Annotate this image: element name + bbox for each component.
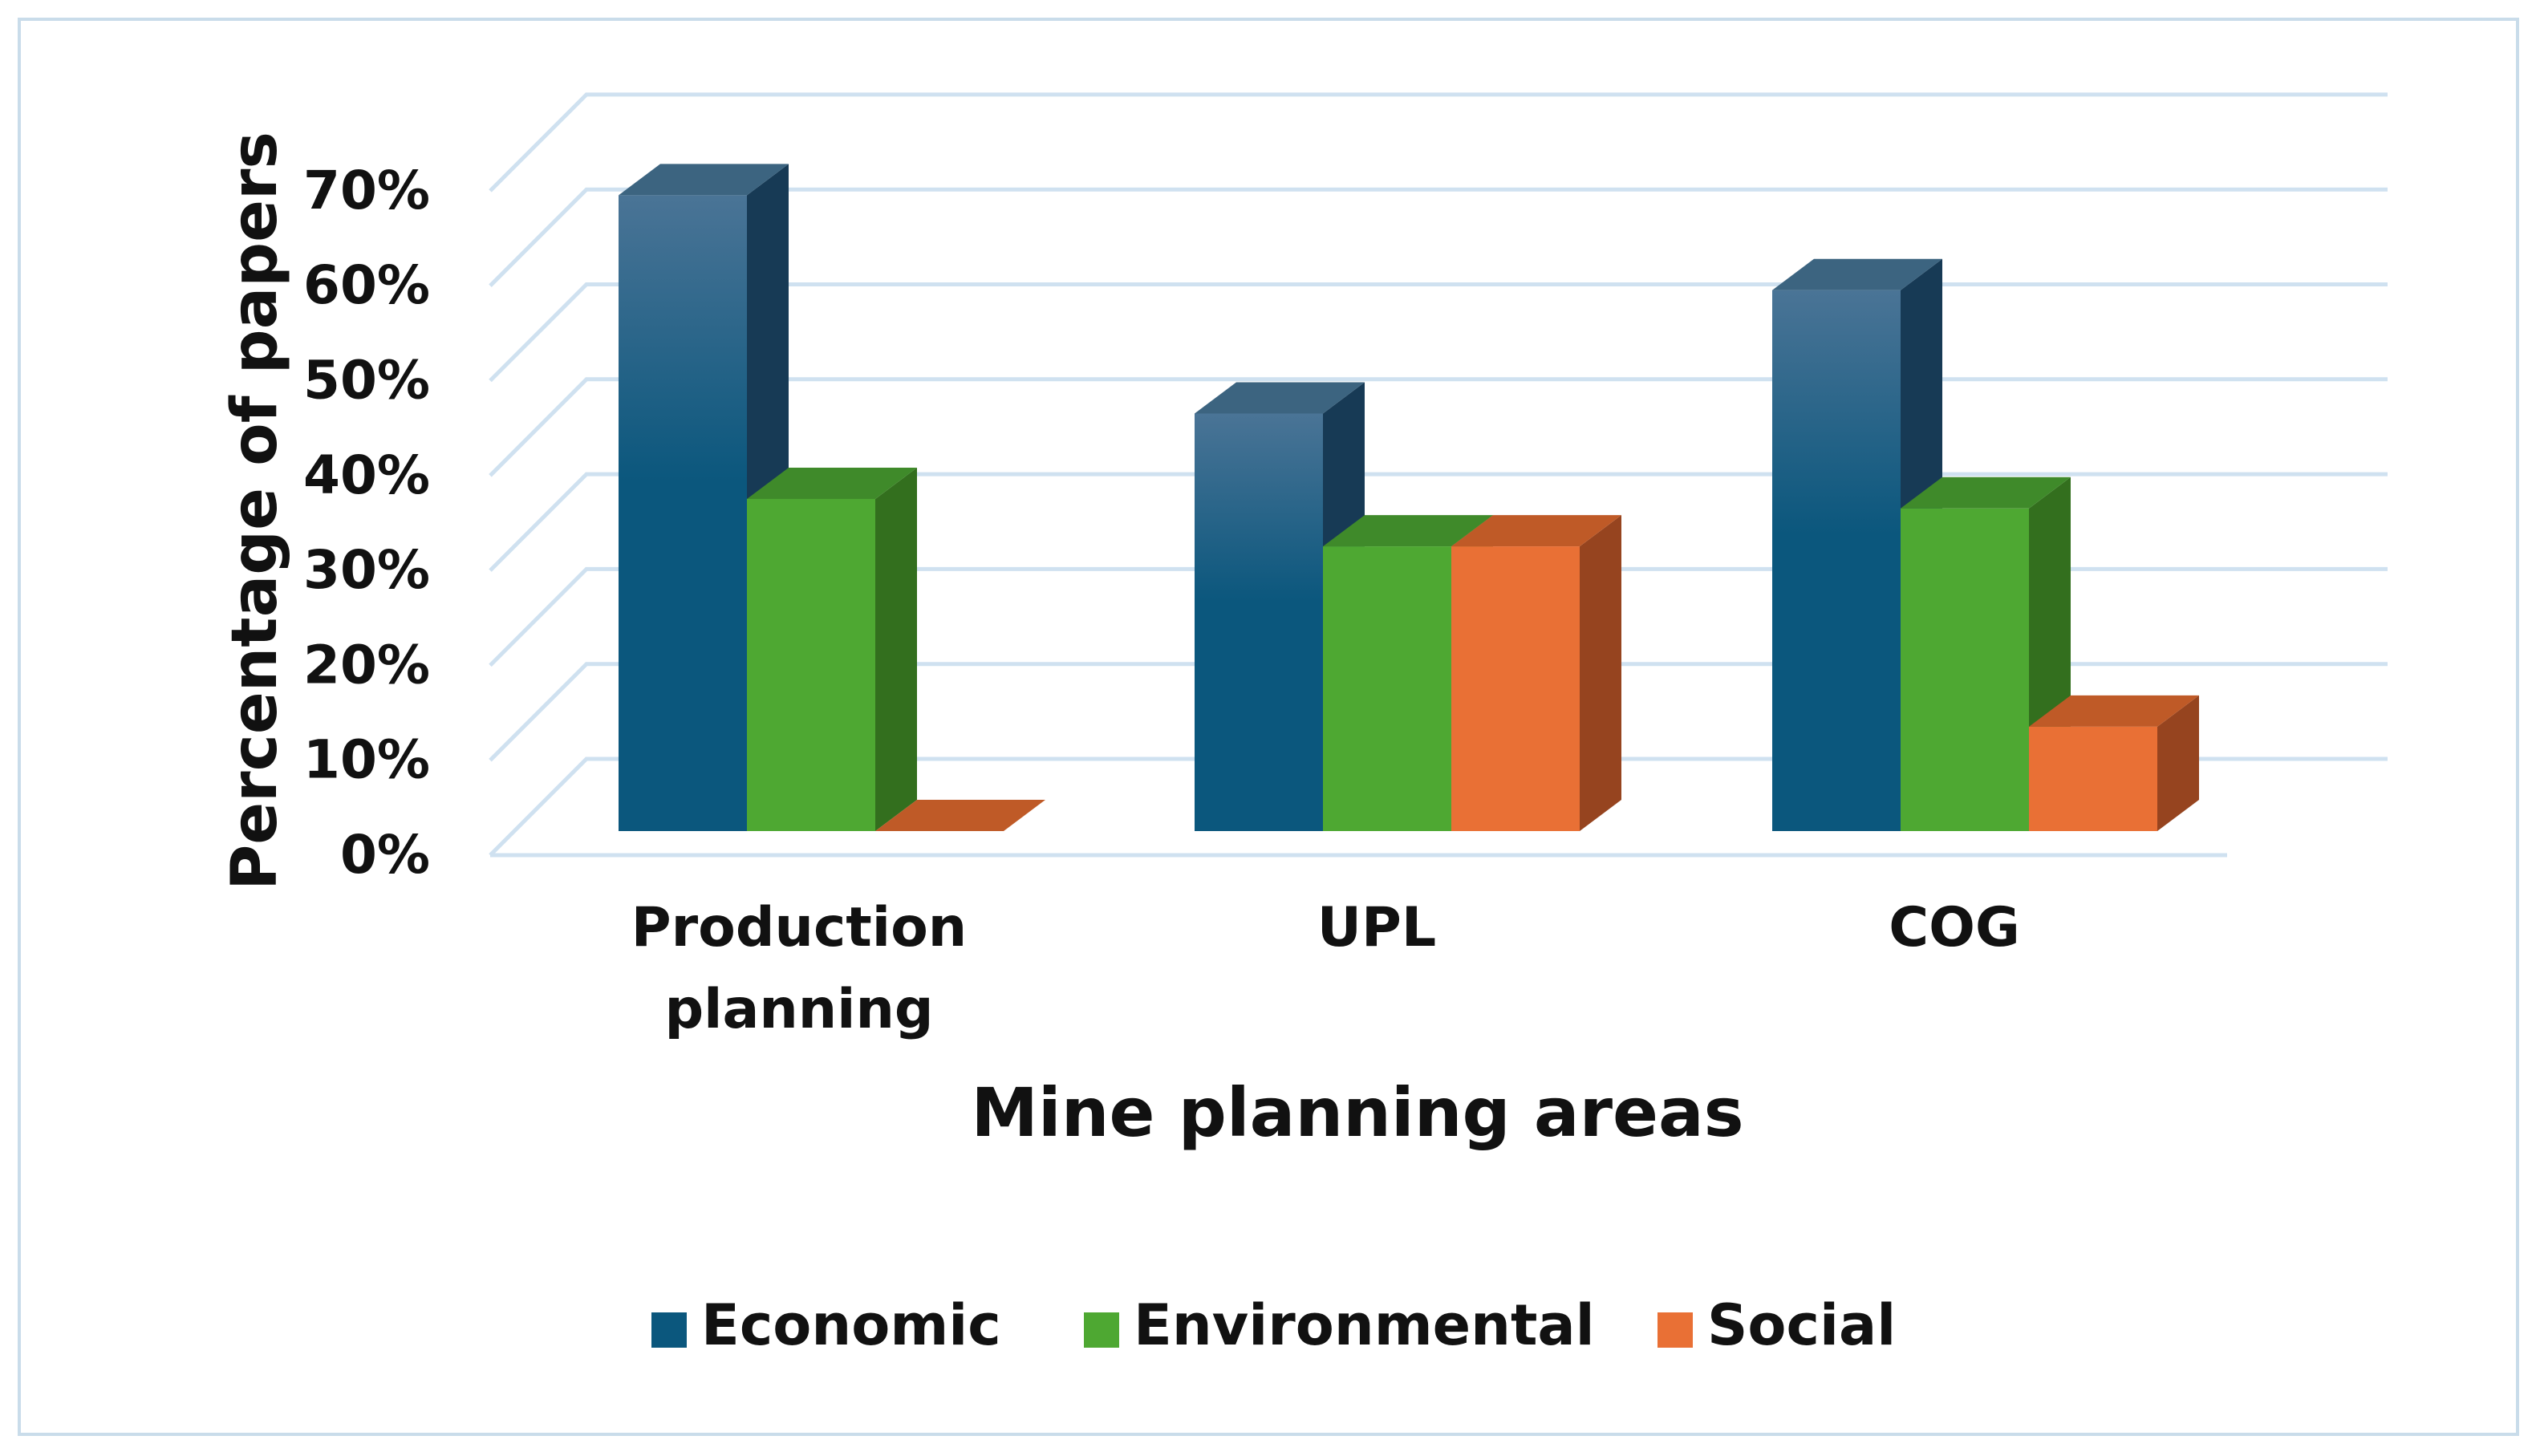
bar-social-production-planning: [875, 800, 1045, 831]
legend-label: Social: [1707, 1292, 1896, 1358]
bar-top-face: [1901, 477, 2071, 509]
y-tick-label: 0%: [340, 824, 430, 886]
legend: Economic Environmental Social: [651, 1292, 1896, 1358]
y-axis-label: Percentage of papers: [219, 132, 291, 890]
bar-social-cog: [2029, 695, 2199, 831]
bar-top-face: [1772, 258, 1942, 290]
gridline: [489, 187, 2388, 287]
bar-social-upl: [1451, 515, 1621, 831]
x-axis-label: Mine planning areas: [971, 1073, 1743, 1152]
y-axis-ticks: 0% 10% 20% 30% 40% 50% 60% 70%: [303, 160, 430, 886]
bar-front-face: [1323, 546, 1451, 831]
bar-chart-3d: 0% 10% 20% 30% 40% 50% 60% 70% Production planni…: [219, 92, 2388, 1358]
y-tick-label: 70%: [303, 160, 430, 221]
legend-item-economic: Economic: [651, 1292, 1001, 1358]
y-tick-label: 30%: [303, 539, 430, 601]
x-tick-label-upl: UPL: [1317, 896, 1436, 959]
y-tick-label: 50%: [303, 350, 430, 412]
chart-frame: 0% 10% 20% 30% 40% 50% 60% 70% Production planni…: [18, 18, 2519, 1436]
bars: [619, 164, 2199, 832]
bar-economic-cog: [1772, 258, 1942, 831]
bar-front-face: [1901, 508, 2029, 831]
legend-item-environmental: Environmental: [1084, 1292, 1595, 1358]
y-tick-label: 40%: [303, 444, 430, 506]
bar-front-face: [1451, 546, 1580, 831]
bar-top-face: [1323, 515, 1493, 547]
y-tick-label: 20%: [303, 634, 430, 696]
legend-label: Economic: [701, 1292, 1001, 1358]
legend-swatch: [651, 1312, 687, 1348]
bar-side-face: [875, 467, 917, 831]
x-tick-label-production-planning: planning: [664, 978, 933, 1041]
gridline: [489, 92, 2388, 193]
bar-front-face: [619, 195, 747, 831]
bar-top-face: [1195, 382, 1365, 414]
y-tick-label: 10%: [303, 729, 430, 791]
bar-top-face: [875, 800, 1045, 831]
x-axis-categories: Production planning UPL COG: [631, 896, 2020, 1041]
x-tick-label-production-planning: Production: [631, 896, 967, 959]
bar-front-face: [2029, 726, 2157, 831]
bar-side-face: [2157, 695, 2199, 831]
bar-front-face: [1195, 413, 1323, 831]
bar-front-face: [747, 498, 875, 831]
bar-front-face: [1772, 290, 1901, 831]
y-tick-label: 60%: [303, 254, 430, 316]
bar-top-face: [619, 164, 789, 196]
bar-top-face: [2029, 695, 2199, 727]
legend-label: Environmental: [1134, 1292, 1595, 1358]
bar-top-face: [747, 467, 917, 499]
x-tick-label-cog: COG: [1889, 896, 2020, 959]
gridlines: [489, 92, 2388, 858]
legend-swatch: [1657, 1312, 1693, 1348]
bar-side-face: [1580, 515, 1621, 831]
bar-environmental-production-planning: [747, 467, 917, 831]
legend-swatch: [1084, 1312, 1119, 1348]
legend-item-social: Social: [1657, 1292, 1896, 1358]
bar-top-face: [1451, 515, 1621, 547]
